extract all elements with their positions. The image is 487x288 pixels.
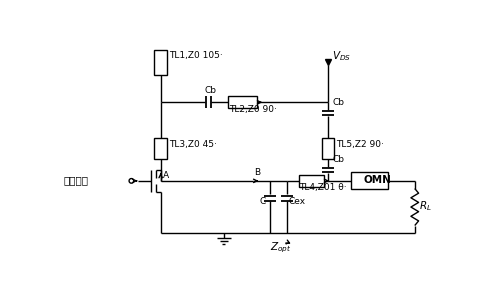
Text: 射频驱动: 射频驱动 [64,175,89,185]
Bar [321,138,334,159]
Text: $Z_{opt}$: $Z_{opt}$ [270,240,291,255]
Text: $V_{DS}$: $V_{DS}$ [332,49,351,63]
Text: A: A [163,171,169,180]
Text: OMN: OMN [363,175,391,185]
Text: Cex: Cex [288,197,306,206]
Text: TL5,Z2 90·: TL5,Z2 90· [336,140,384,149]
Text: Cb: Cb [332,98,344,107]
Text: C: C [259,197,265,206]
Text: TL1,Z0 105·: TL1,Z0 105· [169,51,223,60]
Text: $R_L$: $R_L$ [419,199,431,213]
Text: TL3,Z0 45·: TL3,Z0 45· [169,140,217,149]
Text: Cb: Cb [205,86,217,95]
Bar [227,96,257,109]
Text: B: B [255,168,261,177]
Bar [154,50,167,75]
Bar [299,175,324,187]
Bar [351,173,388,189]
Text: TL2,Z0 90·: TL2,Z0 90· [229,105,277,113]
Bar [154,138,167,159]
Text: Cb: Cb [332,156,344,164]
Text: TL4,Z01 θ·: TL4,Z01 θ· [299,183,347,192]
